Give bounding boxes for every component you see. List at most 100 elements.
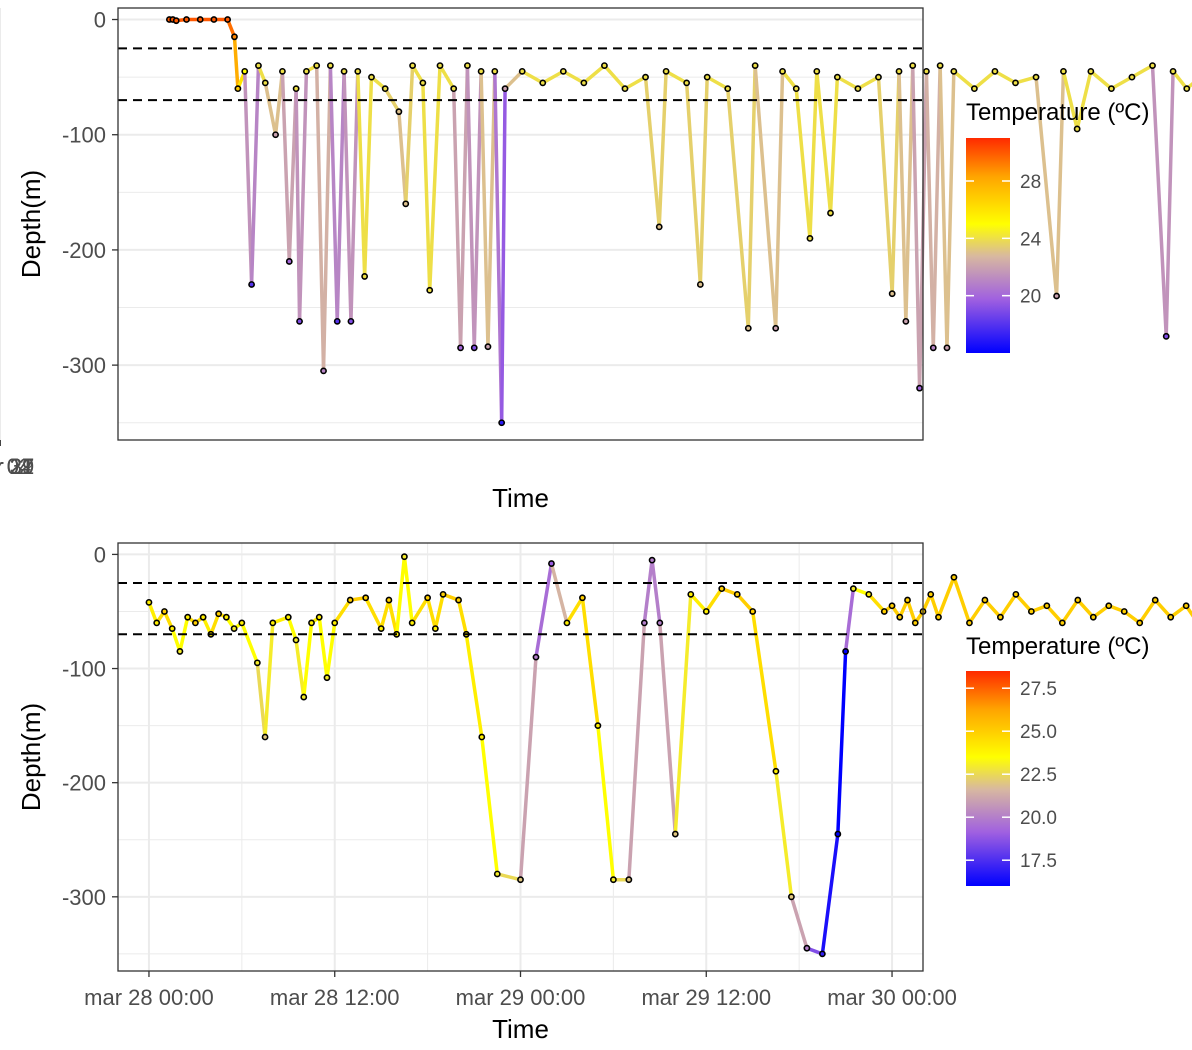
y-axis-title: Depth(m) — [16, 703, 46, 811]
depth-segment — [658, 621, 678, 836]
depth-point — [927, 590, 935, 598]
depth-segment — [486, 69, 497, 349]
depth-segment — [843, 586, 856, 654]
depth-point — [950, 67, 958, 75]
depth-segment — [1076, 598, 1096, 619]
depth-point — [439, 590, 447, 598]
depth-point — [1074, 596, 1082, 604]
depth-segment — [518, 655, 538, 882]
depth-point — [457, 344, 464, 352]
depth-point — [501, 85, 509, 93]
depth-point — [803, 944, 811, 952]
colorbar-tick-label: 20 — [1020, 287, 1041, 308]
depth-point — [788, 893, 795, 901]
depth-point — [292, 85, 300, 93]
depth-point — [609, 876, 617, 884]
depth-segment — [1109, 75, 1134, 91]
depth-segment — [425, 596, 438, 631]
depth-point — [320, 367, 327, 375]
depth-point — [642, 73, 649, 81]
depth-segment — [580, 596, 600, 728]
depth-segment — [465, 63, 477, 350]
depth-point — [833, 73, 841, 81]
legend-title: Temperature (ºC) — [966, 633, 1149, 660]
depth-segment — [410, 596, 430, 625]
depth-point — [470, 344, 478, 352]
depth-segment — [147, 600, 159, 625]
depth-point — [1183, 85, 1191, 93]
depth-point — [484, 343, 492, 351]
depth-segment — [242, 69, 254, 287]
colorbar-tick-label: 17.5 — [1020, 851, 1057, 872]
depth-point — [491, 67, 499, 75]
depth-segment — [170, 626, 182, 654]
depth-segment — [684, 81, 703, 287]
depth-point — [230, 625, 238, 632]
depth-point — [818, 950, 826, 958]
depth-point — [718, 585, 726, 593]
depth-segment — [541, 69, 566, 85]
depth-point — [493, 870, 501, 878]
depth-point — [313, 62, 321, 69]
depth-segment — [549, 561, 569, 625]
depth-point — [929, 344, 937, 352]
depth-segment — [232, 35, 240, 91]
depth-segment — [1137, 598, 1157, 625]
depth-point — [943, 344, 951, 352]
colorbar-tick-label: 25.0 — [1020, 722, 1057, 743]
depth-segment — [664, 69, 689, 85]
depth-segment — [314, 63, 326, 373]
depth-point — [724, 85, 732, 93]
depth-point — [579, 594, 586, 602]
depth-point — [172, 17, 180, 25]
depth-point — [303, 67, 310, 75]
depth-segment — [1054, 69, 1066, 298]
depth-segment — [582, 63, 607, 85]
depth-point — [1089, 613, 1097, 621]
depth-segment — [750, 609, 778, 774]
depth-point — [153, 619, 161, 627]
depth-point — [199, 613, 207, 621]
depth-point — [426, 286, 434, 294]
depth-point — [827, 209, 834, 217]
depth-point — [834, 830, 842, 838]
depth-segment — [897, 69, 908, 324]
depth-segment — [945, 69, 956, 350]
depth-point — [865, 590, 873, 598]
depth-segment — [421, 81, 432, 292]
depth-segment — [952, 69, 977, 91]
depth-point — [347, 317, 355, 325]
depth-point — [1149, 62, 1156, 69]
depth-point — [916, 384, 923, 392]
depth-point — [517, 876, 524, 884]
y-tick-label: 0 — [94, 8, 106, 33]
depth-segment — [643, 75, 661, 229]
y-tick-label: -200 — [62, 771, 106, 796]
depth-point — [478, 733, 486, 741]
depth-segment — [876, 75, 894, 296]
depth-segment — [657, 69, 668, 229]
depth-point — [1105, 602, 1113, 610]
depth-segment — [427, 63, 442, 292]
depth-point — [991, 67, 999, 75]
depth-segment — [249, 63, 261, 287]
depth-segment — [1130, 63, 1155, 79]
depth-point — [640, 619, 648, 627]
depth-segment — [689, 592, 709, 614]
depth-segment — [828, 75, 840, 215]
depth-point — [354, 67, 362, 75]
depth-segment — [317, 615, 329, 680]
depth-segment — [240, 621, 260, 665]
depth-segment — [705, 75, 730, 91]
depth-point — [518, 67, 526, 75]
depth-point — [196, 16, 204, 23]
depth-point — [272, 131, 279, 139]
depth-segment — [789, 895, 809, 950]
depth-point — [248, 281, 255, 288]
depth-segment — [263, 81, 278, 137]
depth-segment — [1014, 592, 1034, 614]
x-tick-label: mar 31 — [0, 454, 34, 479]
depth-point — [222, 613, 230, 621]
depth-point — [210, 16, 218, 23]
